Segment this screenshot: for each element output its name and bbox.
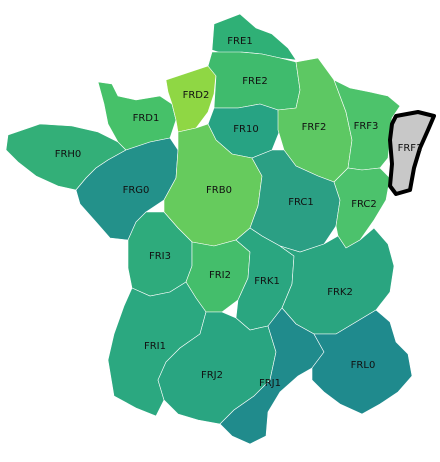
label-FRE1: FRE1 — [227, 36, 252, 47]
region-FRC1[interactable] — [249, 149, 341, 253]
label-FRI3: FRI3 — [149, 251, 171, 262]
label-FRD2: FRD2 — [183, 90, 210, 101]
label-FRD1: FRD1 — [133, 113, 160, 124]
label-FRC2: FRC2 — [351, 199, 377, 210]
region-FRF1[interactable] — [388, 110, 436, 196]
label-FRL0: FRL0 — [351, 360, 376, 371]
label-FRF3: FRF3 — [354, 121, 379, 132]
region-FRL0[interactable] — [311, 309, 413, 415]
label-FRK2: FRK2 — [327, 287, 353, 298]
label-FRF1: FRF1 — [398, 143, 423, 154]
region-FRD1[interactable] — [97, 81, 177, 151]
label-FRB0: FRB0 — [206, 185, 232, 196]
label-FR10: FR10 — [233, 124, 258, 135]
label-FRJ1: FRJ1 — [259, 378, 281, 389]
label-FRE2: FRE2 — [242, 76, 267, 87]
label-FRI1: FRI1 — [144, 341, 166, 352]
label-FRJ2: FRJ2 — [201, 370, 223, 381]
region-FRC2[interactable] — [333, 167, 391, 249]
label-FRI2: FRI2 — [209, 270, 231, 281]
label-FRG0: FRG0 — [123, 185, 150, 196]
label-FRK1: FRK1 — [254, 276, 280, 287]
region-FRI2[interactable] — [185, 239, 251, 313]
label-FRF2: FRF2 — [302, 122, 327, 133]
region-FRJ1[interactable] — [219, 307, 325, 445]
label-FRH0: FRH0 — [55, 149, 82, 160]
label-FRC1: FRC1 — [288, 197, 314, 208]
region-FRD2[interactable] — [165, 65, 217, 133]
